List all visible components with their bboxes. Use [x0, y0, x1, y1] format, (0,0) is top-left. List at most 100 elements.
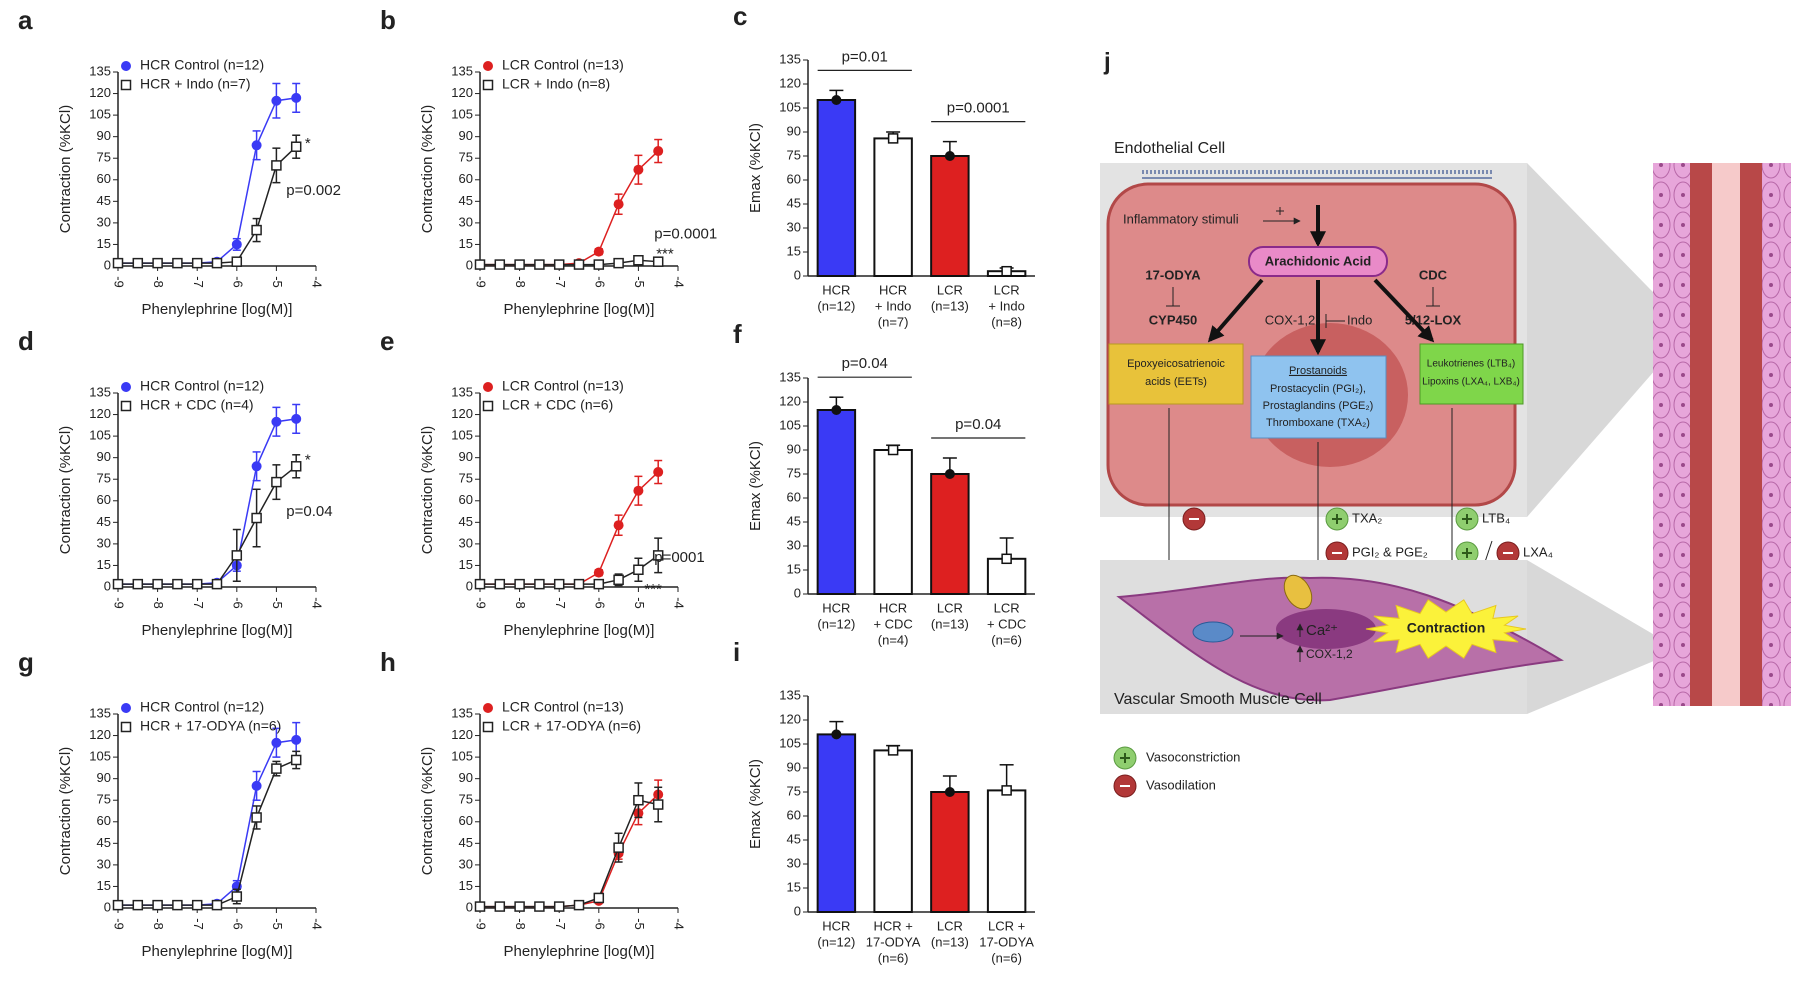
- box-text: Prostacyclin (PGI₂),: [1270, 383, 1366, 395]
- x-tick-label: (n=4): [878, 632, 909, 647]
- box-text: acids (EETs): [1145, 376, 1207, 388]
- y-axis-label: Contraction (%KCl): [57, 747, 74, 875]
- y-tick-label: 75: [787, 783, 801, 798]
- legend-label: Vasoconstriction: [1146, 749, 1240, 764]
- stimuli-label: Inflammatory stimuli: [1123, 211, 1239, 226]
- legend-label: HCR Control (n=12): [140, 699, 264, 715]
- y-tick-label: 75: [97, 792, 111, 807]
- y-tick-label: 135: [779, 51, 801, 66]
- bar: [930, 155, 970, 277]
- x-tick-label: -5: [632, 918, 647, 930]
- annotation: *: [305, 135, 311, 152]
- point: [291, 413, 302, 424]
- y-tick-label: 45: [97, 835, 111, 850]
- y-tick-label: 75: [97, 471, 111, 486]
- inhibitor-label: Indo: [1347, 312, 1372, 327]
- bar: [816, 99, 857, 277]
- y-tick-label: 0: [104, 257, 111, 272]
- point: [887, 444, 899, 456]
- point: [191, 578, 203, 590]
- y-tick-label: 30: [97, 214, 111, 229]
- x-tick-label: HCR: [879, 600, 907, 615]
- legend-marker: [120, 79, 132, 91]
- x-tick-label: -4: [310, 597, 325, 609]
- point: [613, 257, 624, 269]
- point: [652, 799, 664, 810]
- point: [271, 160, 282, 171]
- y-axis-label: Emax (%KCl): [747, 123, 764, 213]
- point: [231, 239, 242, 250]
- y-tick-label: 60: [97, 492, 111, 507]
- x-tick-label: -9: [474, 918, 489, 930]
- point: [251, 780, 262, 791]
- y-tick-label: 15: [97, 236, 111, 251]
- point: [534, 901, 545, 912]
- point: [633, 794, 644, 806]
- legend-marker: [121, 703, 131, 713]
- y-tick-label: 30: [787, 537, 801, 552]
- point: [593, 259, 605, 270]
- box-title: Prostanoids: [1289, 365, 1348, 377]
- y-tick-label: 45: [97, 514, 111, 529]
- point: [494, 578, 506, 590]
- x-axis-label: Phenylephrine [log(M)]: [142, 301, 293, 318]
- x-axis-label: Phenylephrine [log(M)]: [504, 622, 655, 639]
- y-tick-label: 15: [97, 557, 111, 572]
- point: [251, 140, 262, 151]
- y-tick-label: 120: [89, 727, 111, 742]
- series-line: [118, 97, 297, 264]
- smc-nucleus: [1276, 609, 1376, 649]
- x-tick-label: 17-ODYA: [866, 934, 921, 949]
- point: [494, 259, 506, 270]
- point: [231, 550, 243, 561]
- point: [514, 901, 525, 912]
- panel-label: a: [18, 5, 33, 35]
- y-axis-label: Contraction (%KCl): [57, 105, 74, 233]
- x-tick-label: -8: [513, 276, 528, 288]
- y-tick-label: 105: [89, 749, 111, 764]
- y-tick-label: 135: [89, 63, 111, 78]
- bar: [930, 791, 970, 913]
- y-tick-label: 75: [459, 150, 473, 165]
- x-tick-label: (n=7): [878, 314, 909, 329]
- point: [231, 891, 243, 902]
- panel-label: c: [733, 1, 747, 31]
- point: [494, 901, 506, 912]
- legend-label: HCR Control (n=12): [140, 378, 264, 394]
- series-line: [118, 465, 297, 585]
- y-tick-label: 0: [466, 578, 473, 593]
- x-tick-label: + CDC: [987, 616, 1026, 631]
- arachidonic-acid: [1248, 246, 1388, 277]
- endothelial-label: Endothelial Cell: [1114, 140, 1225, 157]
- x-tick-label: -4: [310, 918, 325, 930]
- panel-label: d: [18, 326, 34, 356]
- x-tick-label: LCR: [937, 918, 963, 933]
- point: [152, 899, 163, 911]
- y-tick-label: 30: [787, 855, 801, 870]
- bar: [986, 789, 1027, 914]
- y-tick-label: 105: [451, 107, 473, 122]
- x-tick-label: -6: [592, 276, 607, 288]
- x-tick-label: -4: [672, 276, 687, 288]
- series-line: [480, 259, 659, 266]
- contraction-burst: [1365, 599, 1527, 659]
- point: [593, 892, 605, 904]
- vessel-wall: [1690, 163, 1712, 706]
- x-tick-label: -8: [513, 597, 528, 609]
- series-line: [480, 793, 659, 908]
- series-line: [118, 739, 297, 906]
- x-tick-label: HCR +: [873, 918, 912, 933]
- y-tick-label: 0: [794, 903, 801, 918]
- y-tick-label: 0: [466, 257, 473, 272]
- legend-marker: [121, 61, 131, 71]
- point: [231, 256, 243, 267]
- y-tick-label: 75: [787, 465, 801, 480]
- y-tick-label: 15: [459, 557, 473, 572]
- y-tick-label: 15: [787, 879, 801, 894]
- point: [573, 899, 585, 911]
- y-tick-label: 45: [459, 514, 473, 529]
- cox-label: COX-1,2: [1306, 647, 1353, 661]
- y-tick-label: 90: [459, 449, 473, 464]
- arrow: [1207, 278, 1264, 343]
